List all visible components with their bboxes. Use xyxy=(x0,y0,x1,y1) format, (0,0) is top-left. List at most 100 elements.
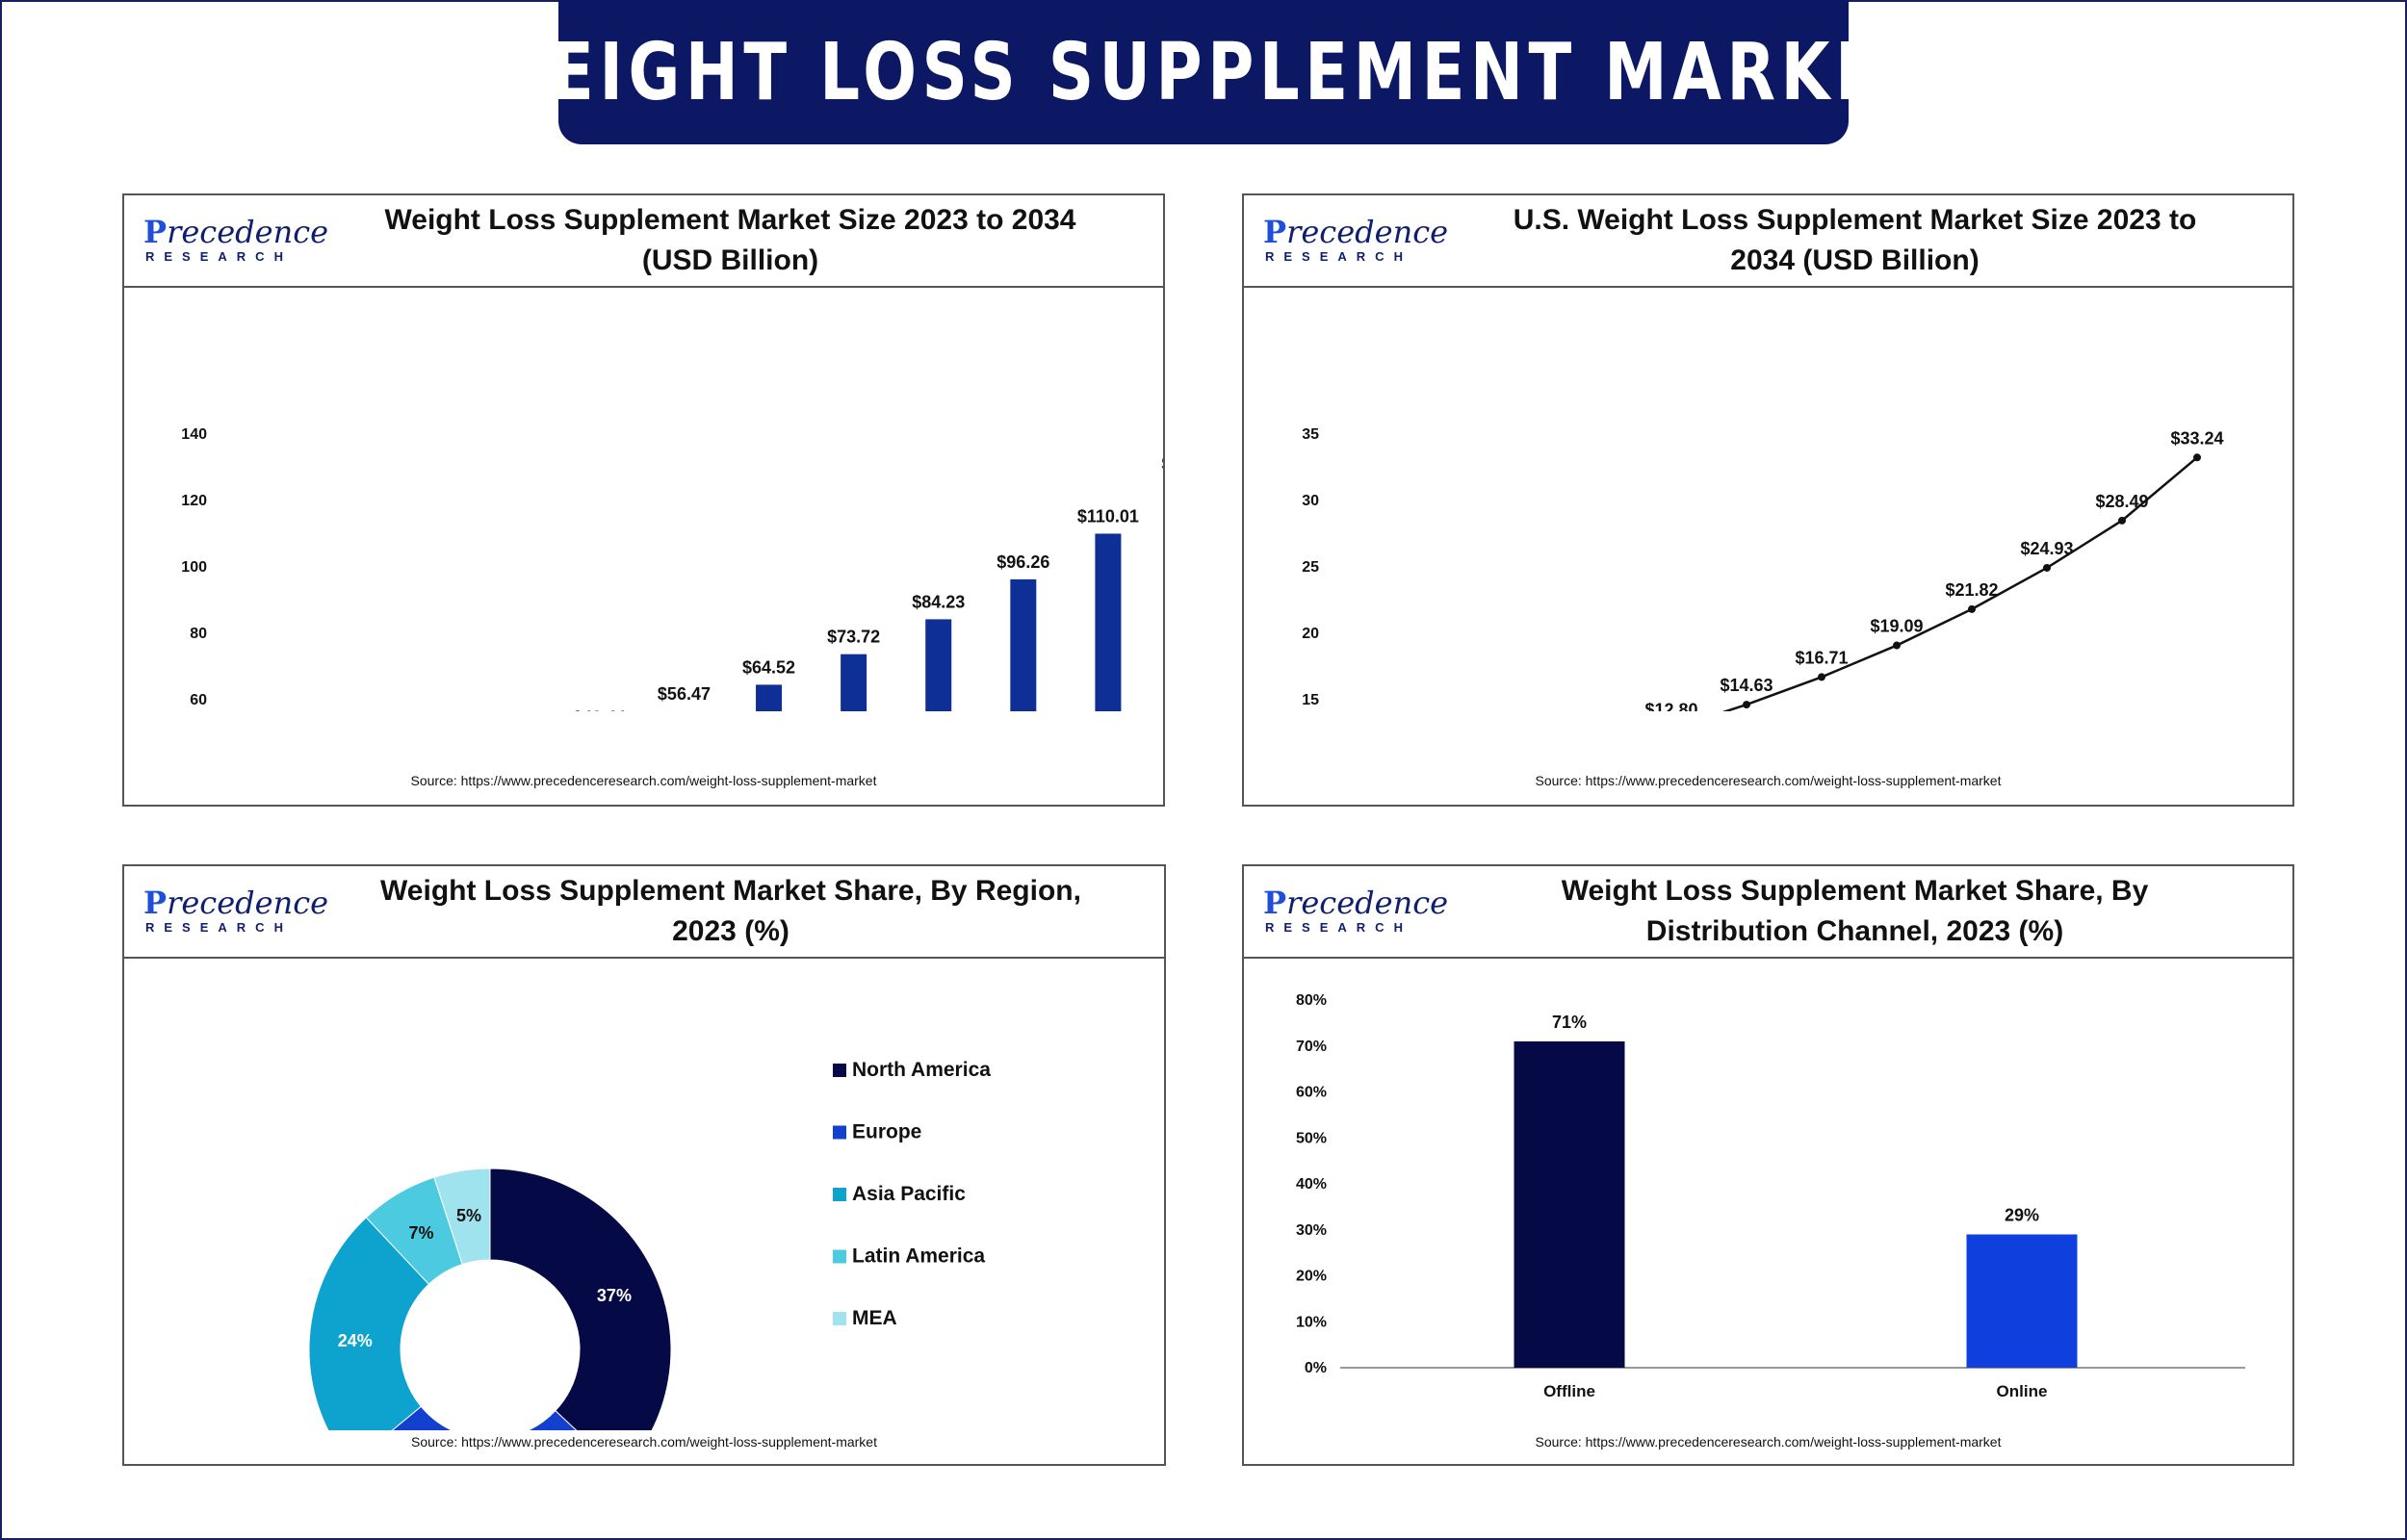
precedence-logo: Precedence RESEARCH xyxy=(1263,885,1449,941)
global-chart-title: Weight Loss Supplement Market Size 2023 … xyxy=(384,204,1076,276)
y-tick-label: 60 xyxy=(190,692,207,708)
bar-value-label: 71% xyxy=(1552,1013,1587,1032)
panel-us-market-size: Precedence RESEARCH U.S. Weight Loss Sup… xyxy=(1242,193,2294,807)
legend-label: North America xyxy=(852,1059,991,1081)
legend-label: MEA xyxy=(852,1307,897,1329)
logo-word: Precedence xyxy=(143,214,329,250)
y-tick-label: 70% xyxy=(1296,1039,1327,1055)
donut-slice xyxy=(489,1168,672,1430)
point-value-label: $12.80 xyxy=(1644,700,1697,711)
bar xyxy=(1966,1234,2078,1368)
logo-word: Precedence xyxy=(1263,885,1449,921)
bar-value-label: $56.47 xyxy=(658,684,711,704)
y-tick-label: 35 xyxy=(1302,426,1319,443)
bar-value-label: 29% xyxy=(2005,1206,2039,1225)
source-text: Source: https://www.precedenceresearch.c… xyxy=(1535,773,2002,788)
y-tick-label: 50% xyxy=(1296,1130,1327,1146)
panel-title: Weight Loss Supplement Market Share, By … xyxy=(317,866,1145,957)
data-point xyxy=(1968,604,1976,613)
data-point xyxy=(1818,673,1825,681)
logo-sub: RESEARCH xyxy=(1265,920,1412,935)
y-tick-label: 20% xyxy=(1296,1269,1327,1285)
slice-value-label: 7% xyxy=(408,1223,433,1243)
legend-label: Europe xyxy=(852,1121,921,1143)
panel-region-share: Precedence RESEARCH Weight Loss Suppleme… xyxy=(122,864,1166,1466)
logo-initial: P xyxy=(1263,885,1287,921)
bar xyxy=(756,684,783,711)
source-text: Source: https://www.precedenceresearch.c… xyxy=(1535,1434,2002,1450)
y-tick-label: 15 xyxy=(1302,692,1319,708)
y-tick-label: 10% xyxy=(1296,1314,1327,1330)
slice-value-label: 24% xyxy=(338,1331,373,1350)
bar-value-label: $49.44 xyxy=(573,707,626,711)
legend-swatch xyxy=(833,1064,846,1077)
panel-header: Precedence RESEARCH Weight Loss Suppleme… xyxy=(1244,866,2292,959)
channel-bar-chart: 0% 10% 20% 30% 40% 50% 60% 70% 80% 71% Offline 29% O… xyxy=(1296,992,2245,1400)
logo-initial: P xyxy=(143,885,168,921)
point-value-label: $19.09 xyxy=(1870,617,1923,636)
legend-swatch xyxy=(833,1188,846,1201)
y-tick-label: 60% xyxy=(1296,1085,1327,1101)
y-tick-label: 40% xyxy=(1296,1176,1327,1193)
legend-swatch xyxy=(833,1249,846,1264)
channel-chart-title: Weight Loss Supplement Market Share, By … xyxy=(1561,875,2149,947)
logo-word: Precedence xyxy=(143,885,329,921)
title-banner: WEIGHT LOSS SUPPLEMENT MARKET xyxy=(476,0,1927,144)
us-line-chart: 05101520253035$7.532023$8.592024$9.81202… xyxy=(1302,426,2224,711)
data-point xyxy=(1743,701,1750,709)
data-point xyxy=(1893,641,1901,650)
bar-value-label: $96.26 xyxy=(996,552,1049,572)
panel-header: Precedence RESEARCH U.S. Weight Loss Sup… xyxy=(1244,195,2292,288)
bar-value-label: $125.75 xyxy=(1161,454,1163,474)
y-tick-label: 100 xyxy=(181,559,207,576)
logo-sub: RESEARCH xyxy=(1265,249,1412,264)
source-text: Source: https://www.precedenceresearch.c… xyxy=(410,773,877,788)
donut-slice xyxy=(433,1168,491,1266)
logo-initial: P xyxy=(143,214,168,250)
data-point xyxy=(2043,563,2051,572)
donut-slice xyxy=(308,1217,430,1430)
slice-value-label: 5% xyxy=(456,1206,481,1225)
donut-slice xyxy=(391,1405,578,1430)
bar-value-label: $110.01 xyxy=(1077,506,1139,526)
panel-global-market-size: Precedence RESEARCH Weight Loss Suppleme… xyxy=(122,193,1165,807)
bar xyxy=(1095,533,1122,711)
y-tick-label: 120 xyxy=(181,493,207,509)
y-tick-label: 20 xyxy=(1302,626,1319,642)
bar xyxy=(1514,1040,1625,1368)
logo-sub: RESEARCH xyxy=(145,249,293,264)
y-tick-label: 140 xyxy=(181,426,207,443)
point-value-label: $21.82 xyxy=(1945,580,1998,600)
panel-header: Precedence RESEARCH Weight Loss Suppleme… xyxy=(124,866,1164,959)
precedence-logo: Precedence RESEARCH xyxy=(143,214,329,270)
point-value-label: $14.63 xyxy=(1720,676,1773,695)
point-value-label: $16.71 xyxy=(1795,648,1848,667)
panel-title: Weight Loss Supplement Market Share, By … xyxy=(1436,866,2273,957)
slice-value-label: 37% xyxy=(597,1286,632,1305)
series-line xyxy=(1721,456,2198,711)
bar xyxy=(925,619,952,711)
y-tick-label: 0% xyxy=(1305,1360,1327,1376)
x-tick-label: Offline xyxy=(1543,1382,1595,1400)
legend-swatch xyxy=(833,1312,846,1325)
main-title: WEIGHT LOSS SUPPLEMENT MARKET xyxy=(475,26,1932,118)
bar-value-label: $84.23 xyxy=(912,592,965,611)
x-tick-label: Online xyxy=(1997,1382,2048,1400)
source-text: Source: https://www.precedenceresearch.c… xyxy=(411,1434,877,1450)
panel-channel-share: Precedence RESEARCH Weight Loss Suppleme… xyxy=(1242,864,2294,1466)
bar xyxy=(1010,578,1037,711)
logo-initial: P xyxy=(1263,214,1287,250)
data-point xyxy=(2193,453,2201,462)
panel-title: Weight Loss Supplement Market Size 2023 … xyxy=(317,195,1144,286)
point-value-label: $28.49 xyxy=(2095,492,2148,511)
y-tick-label: 25 xyxy=(1302,559,1319,576)
us-chart-title: U.S. Weight Loss Supplement Market Size … xyxy=(1513,204,2197,276)
y-tick-label: 30% xyxy=(1296,1222,1327,1239)
precedence-logo: Precedence RESEARCH xyxy=(143,885,329,941)
logo-word: Precedence xyxy=(1263,214,1449,250)
y-tick-label: 80 xyxy=(190,626,207,642)
y-tick-label: 80% xyxy=(1296,992,1327,1009)
legend-swatch xyxy=(833,1125,846,1140)
legend-label: Latin America xyxy=(852,1245,985,1268)
